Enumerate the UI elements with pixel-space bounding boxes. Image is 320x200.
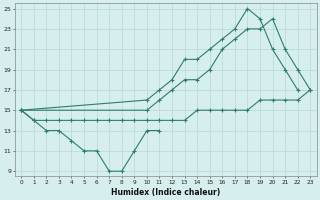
X-axis label: Humidex (Indice chaleur): Humidex (Indice chaleur)	[111, 188, 220, 197]
